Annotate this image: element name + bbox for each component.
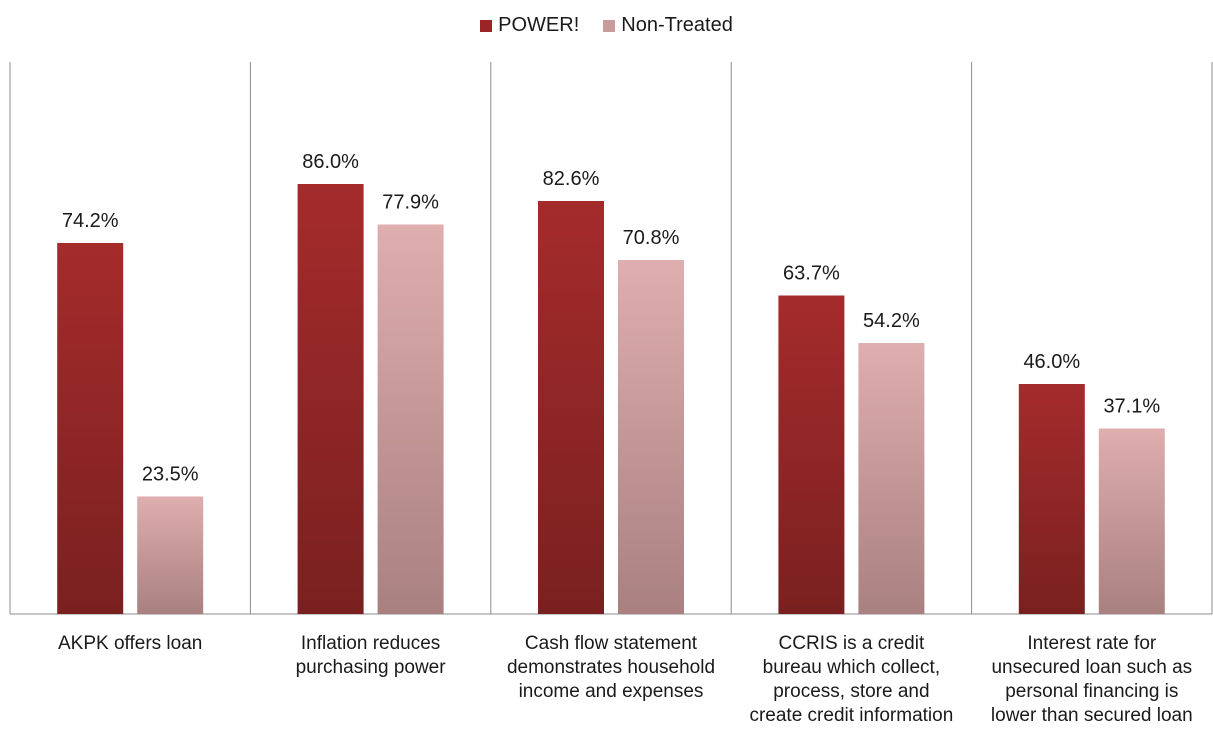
data-label-non-treated-2: 70.8% <box>623 227 680 249</box>
data-label-power-4: 46.0% <box>1023 351 1080 373</box>
category-label-line: personal financing is <box>1005 681 1179 702</box>
category-label-line: income and expenses <box>518 681 704 702</box>
bar-power-4 <box>1018 384 1085 614</box>
bar-non-treated-3 <box>858 343 925 614</box>
category-label-line: Inflation reduces <box>300 633 441 654</box>
legend-swatch-non-treated <box>603 19 616 32</box>
plot-area: 74.2% 86.0% 82.6% 63.7% 46.0% 23.5% 77.9% 70.8%… <box>9 62 1213 615</box>
category-label-line: purchasing power <box>295 657 446 678</box>
bar-power-2 <box>538 201 604 614</box>
bar-non-treated-0 <box>137 496 204 614</box>
category-label-2: Cash flow statement demonstrates househol… <box>495 632 727 704</box>
category-label-1: Inflation reduces purchasing power <box>255 632 487 680</box>
category-label-line: CCRIS is a credit <box>778 633 925 654</box>
data-label-non-treated-4: 37.1% <box>1103 396 1160 418</box>
category-label-0: AKPK offers loan <box>14 632 246 656</box>
category-label-line: Interest rate for <box>1027 633 1157 654</box>
category-label-line: Cash flow statement <box>524 633 698 654</box>
data-label-non-treated-0: 23.5% <box>142 464 199 486</box>
category-label-line: process, store and <box>773 681 930 702</box>
category-label-line: demonstrates household <box>506 657 716 678</box>
category-label-3: CCRIS is a credit bureau which collect, pr… <box>735 632 967 728</box>
legend-label-non-treated: Non-Treated <box>621 14 733 36</box>
data-label-power-1: 86.0% <box>302 151 359 173</box>
category-label-line: bureau which collect, <box>762 657 941 678</box>
category-label-line: lower than secured loan <box>990 705 1193 726</box>
bar-non-treated-1 <box>377 224 444 614</box>
data-label-power-3: 63.7% <box>783 263 840 285</box>
category-label-line: unsecured loan such as <box>991 657 1193 678</box>
bar-non-treated-2 <box>618 260 684 614</box>
category-label-line: AKPK offers loan <box>58 633 203 654</box>
data-label-power-2: 82.6% <box>543 168 600 190</box>
data-label-non-treated-3: 54.2% <box>863 310 920 332</box>
legend-item-non-treated: Non-Treated <box>603 14 733 37</box>
bar-power-3 <box>778 295 845 614</box>
bar-power-1 <box>297 184 364 614</box>
chart-legend: POWER! Non-Treated <box>0 14 1213 37</box>
category-label-4: Interest rate for unsecured loan such as p… <box>976 632 1208 728</box>
data-label-power-0: 74.2% <box>62 210 119 232</box>
legend-item-power: POWER! <box>480 14 579 37</box>
bar-non-treated-4 <box>1098 428 1165 614</box>
data-label-non-treated-1: 77.9% <box>382 192 439 214</box>
legend-label-power: POWER! <box>498 14 580 36</box>
bar-power-0 <box>57 243 124 614</box>
legend-swatch-power <box>480 19 493 32</box>
category-label-line: create credit information <box>749 705 954 726</box>
